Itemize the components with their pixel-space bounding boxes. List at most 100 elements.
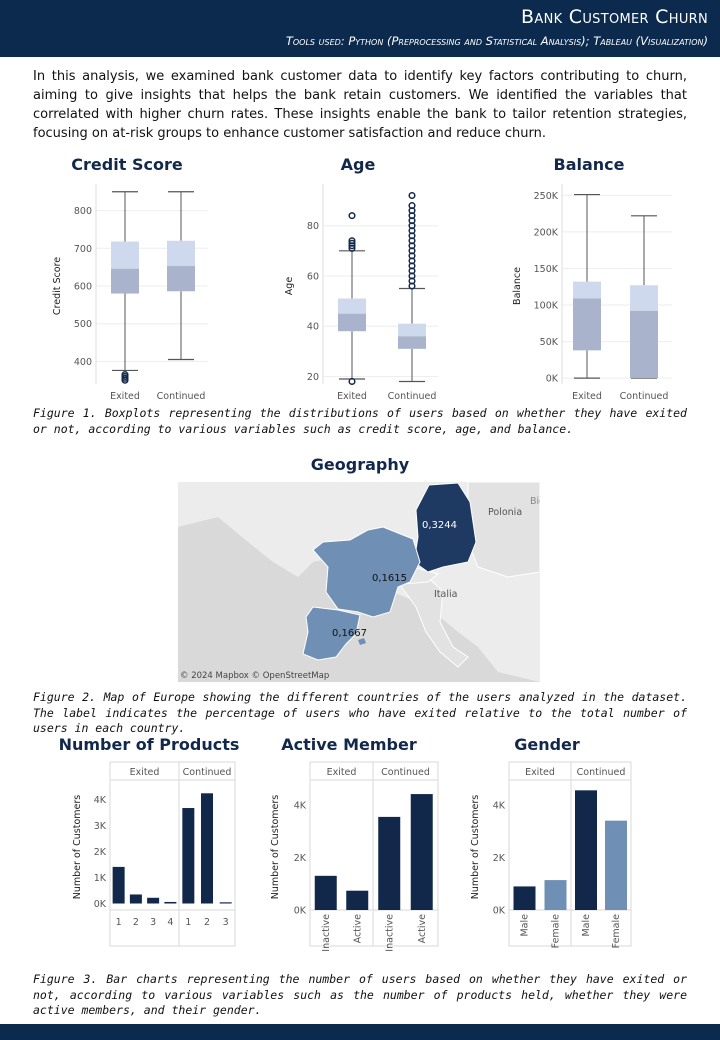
number-of-products-category-label: 1 — [116, 917, 122, 928]
age-outlier-point — [348, 239, 356, 247]
number-of-products-bar — [164, 901, 177, 904]
age-tick-label: 60 — [307, 271, 319, 282]
age-outlier-point — [348, 377, 356, 386]
belarus-label: Bie — [530, 496, 540, 507]
balance-tick-label: 0K — [546, 374, 559, 385]
gender-tick-label: 0K — [493, 906, 506, 917]
france-region[interactable] — [312, 526, 421, 618]
gender-bar — [513, 886, 536, 910]
number-of-products-bar — [219, 902, 232, 904]
number-of-products-category-label: 3 — [223, 917, 229, 928]
number-of-products-bar — [201, 793, 213, 904]
age-lower-box — [338, 313, 366, 332]
france-label: 0,1615 — [372, 573, 407, 584]
credit-score-upper-box — [111, 241, 139, 269]
gender-group-header: Continued — [577, 767, 626, 778]
active-member-chart-title: Active Member — [281, 735, 417, 754]
age-tick-label: 20 — [307, 372, 319, 383]
number-of-products-group-header: Exited — [130, 767, 160, 778]
italy-region — [397, 576, 469, 668]
active-member-category-label: Active — [352, 914, 363, 944]
germany-region[interactable] — [413, 482, 477, 573]
age-category-label: Exited — [337, 391, 367, 402]
balance-y-label: Balance — [512, 267, 523, 305]
number-of-products-chart-title: Number of Products — [59, 735, 240, 754]
active-member-y-label: Number of Customers — [270, 795, 281, 900]
boxplots-figure: Credit Score 400 500 600 700 800 Credit Score E… — [52, 155, 672, 402]
number-of-products-tick-label: 3K — [94, 821, 107, 832]
number-of-products-category-label: 1 — [185, 917, 191, 928]
balance-tick-label: 250K — [534, 191, 559, 202]
credit-score-category-label: Continued — [157, 391, 206, 402]
europe-map[interactable]: 0,3244 0,1615 0,1667 Polonia Italia Bie … — [178, 482, 540, 682]
figure2-caption: Figure 2. Map of Europe showing the diff… — [33, 690, 687, 735]
gender-tick-label: 4K — [493, 801, 506, 812]
intro-paragraph: In this analysis, we examined bank custo… — [33, 69, 687, 141]
number-of-products-tick-label: 4K — [94, 795, 107, 806]
active-member-tick-label: 4K — [294, 801, 307, 812]
number-of-products-category-label: 4 — [167, 917, 173, 928]
spain-label: 0,1667 — [332, 628, 367, 639]
active-member-bar — [410, 794, 433, 910]
gender-plot-frame — [508, 761, 632, 947]
active-member-bar — [378, 816, 401, 910]
active-member-tick-label: 0K — [294, 906, 307, 917]
gender-chart-title: Gender — [514, 735, 580, 754]
barcharts-figure: Number of Products 0K 1K 2K 3K 4K Number of Cu… — [59, 735, 632, 952]
credit-score-lower-box — [167, 266, 195, 292]
balance-lower-box — [630, 310, 658, 379]
number-of-products-tick-label: 0K — [94, 899, 107, 910]
gender-bar — [605, 820, 627, 910]
gender-category-label: Female — [611, 914, 622, 949]
balance-lower-box — [573, 298, 601, 351]
italy-label: Italia — [434, 589, 457, 600]
figure3-caption: Figure 3. Bar charts representing the nu… — [33, 972, 687, 1017]
credit-score-tick-label: 700 — [74, 244, 92, 255]
age-chart-title: Age — [341, 155, 376, 174]
poland-label: Polonia — [488, 507, 522, 518]
age-outlier-point — [408, 191, 416, 200]
age-outlier-point — [408, 202, 416, 210]
gender-category-label: Male — [520, 914, 531, 937]
germany-label: 0,3244 — [422, 520, 457, 531]
active-member-group-header: Exited — [327, 767, 357, 778]
active-member-bar — [346, 890, 369, 910]
balance-tick-label: 150K — [534, 264, 559, 275]
active-member-category-label: Inactive — [321, 914, 332, 952]
active-member-plot-frame — [309, 761, 439, 947]
number-of-products-bar — [182, 808, 195, 904]
gender-bar — [575, 790, 597, 910]
balance-tick-label: 200K — [534, 227, 559, 238]
age-outlier-point — [348, 212, 356, 220]
number-of-products-category-label: 3 — [150, 917, 156, 928]
age-y-label: Age — [284, 277, 295, 296]
map-canvas: 0,3244 0,1615 0,1667 Polonia Italia Bie … — [178, 482, 540, 682]
page-title: Bank Customer Churn — [521, 6, 708, 28]
gender-category-label: Male — [581, 914, 592, 937]
age-tick-label: 40 — [307, 322, 319, 333]
balance-upper-box — [630, 285, 658, 311]
age-lower-box — [398, 336, 426, 349]
age-outlier-point — [348, 237, 356, 245]
gender-bar — [544, 880, 567, 910]
number-of-products-plot-frame — [109, 761, 236, 947]
active-member-category-label: Active — [417, 914, 428, 944]
geography-title: Geography — [311, 455, 410, 474]
credit-score-tick-label: 400 — [74, 357, 92, 368]
number-of-products-group-header: Continued — [183, 767, 232, 778]
header-banner: Bank Customer Churn Tools used: Python (… — [0, 0, 720, 57]
number-of-products-bar — [112, 866, 125, 904]
credit-score-tick-label: 800 — [74, 206, 92, 217]
age-tick-label: 80 — [307, 221, 319, 232]
active-member-category-label: Inactive — [384, 914, 395, 952]
number-of-products-bar — [147, 897, 160, 904]
spain-region[interactable] — [302, 606, 361, 661]
balearic-islands — [358, 638, 366, 645]
balance-tick-label: 100K — [534, 301, 559, 312]
tools-subtitle: Tools used: Python (Preprocessing and St… — [285, 34, 708, 48]
balance-category-label: Continued — [620, 391, 669, 402]
age-upper-box — [398, 323, 426, 337]
balance-upper-box — [573, 281, 601, 299]
age-upper-box — [338, 298, 366, 314]
credit-score-tick-label: 600 — [74, 282, 92, 293]
